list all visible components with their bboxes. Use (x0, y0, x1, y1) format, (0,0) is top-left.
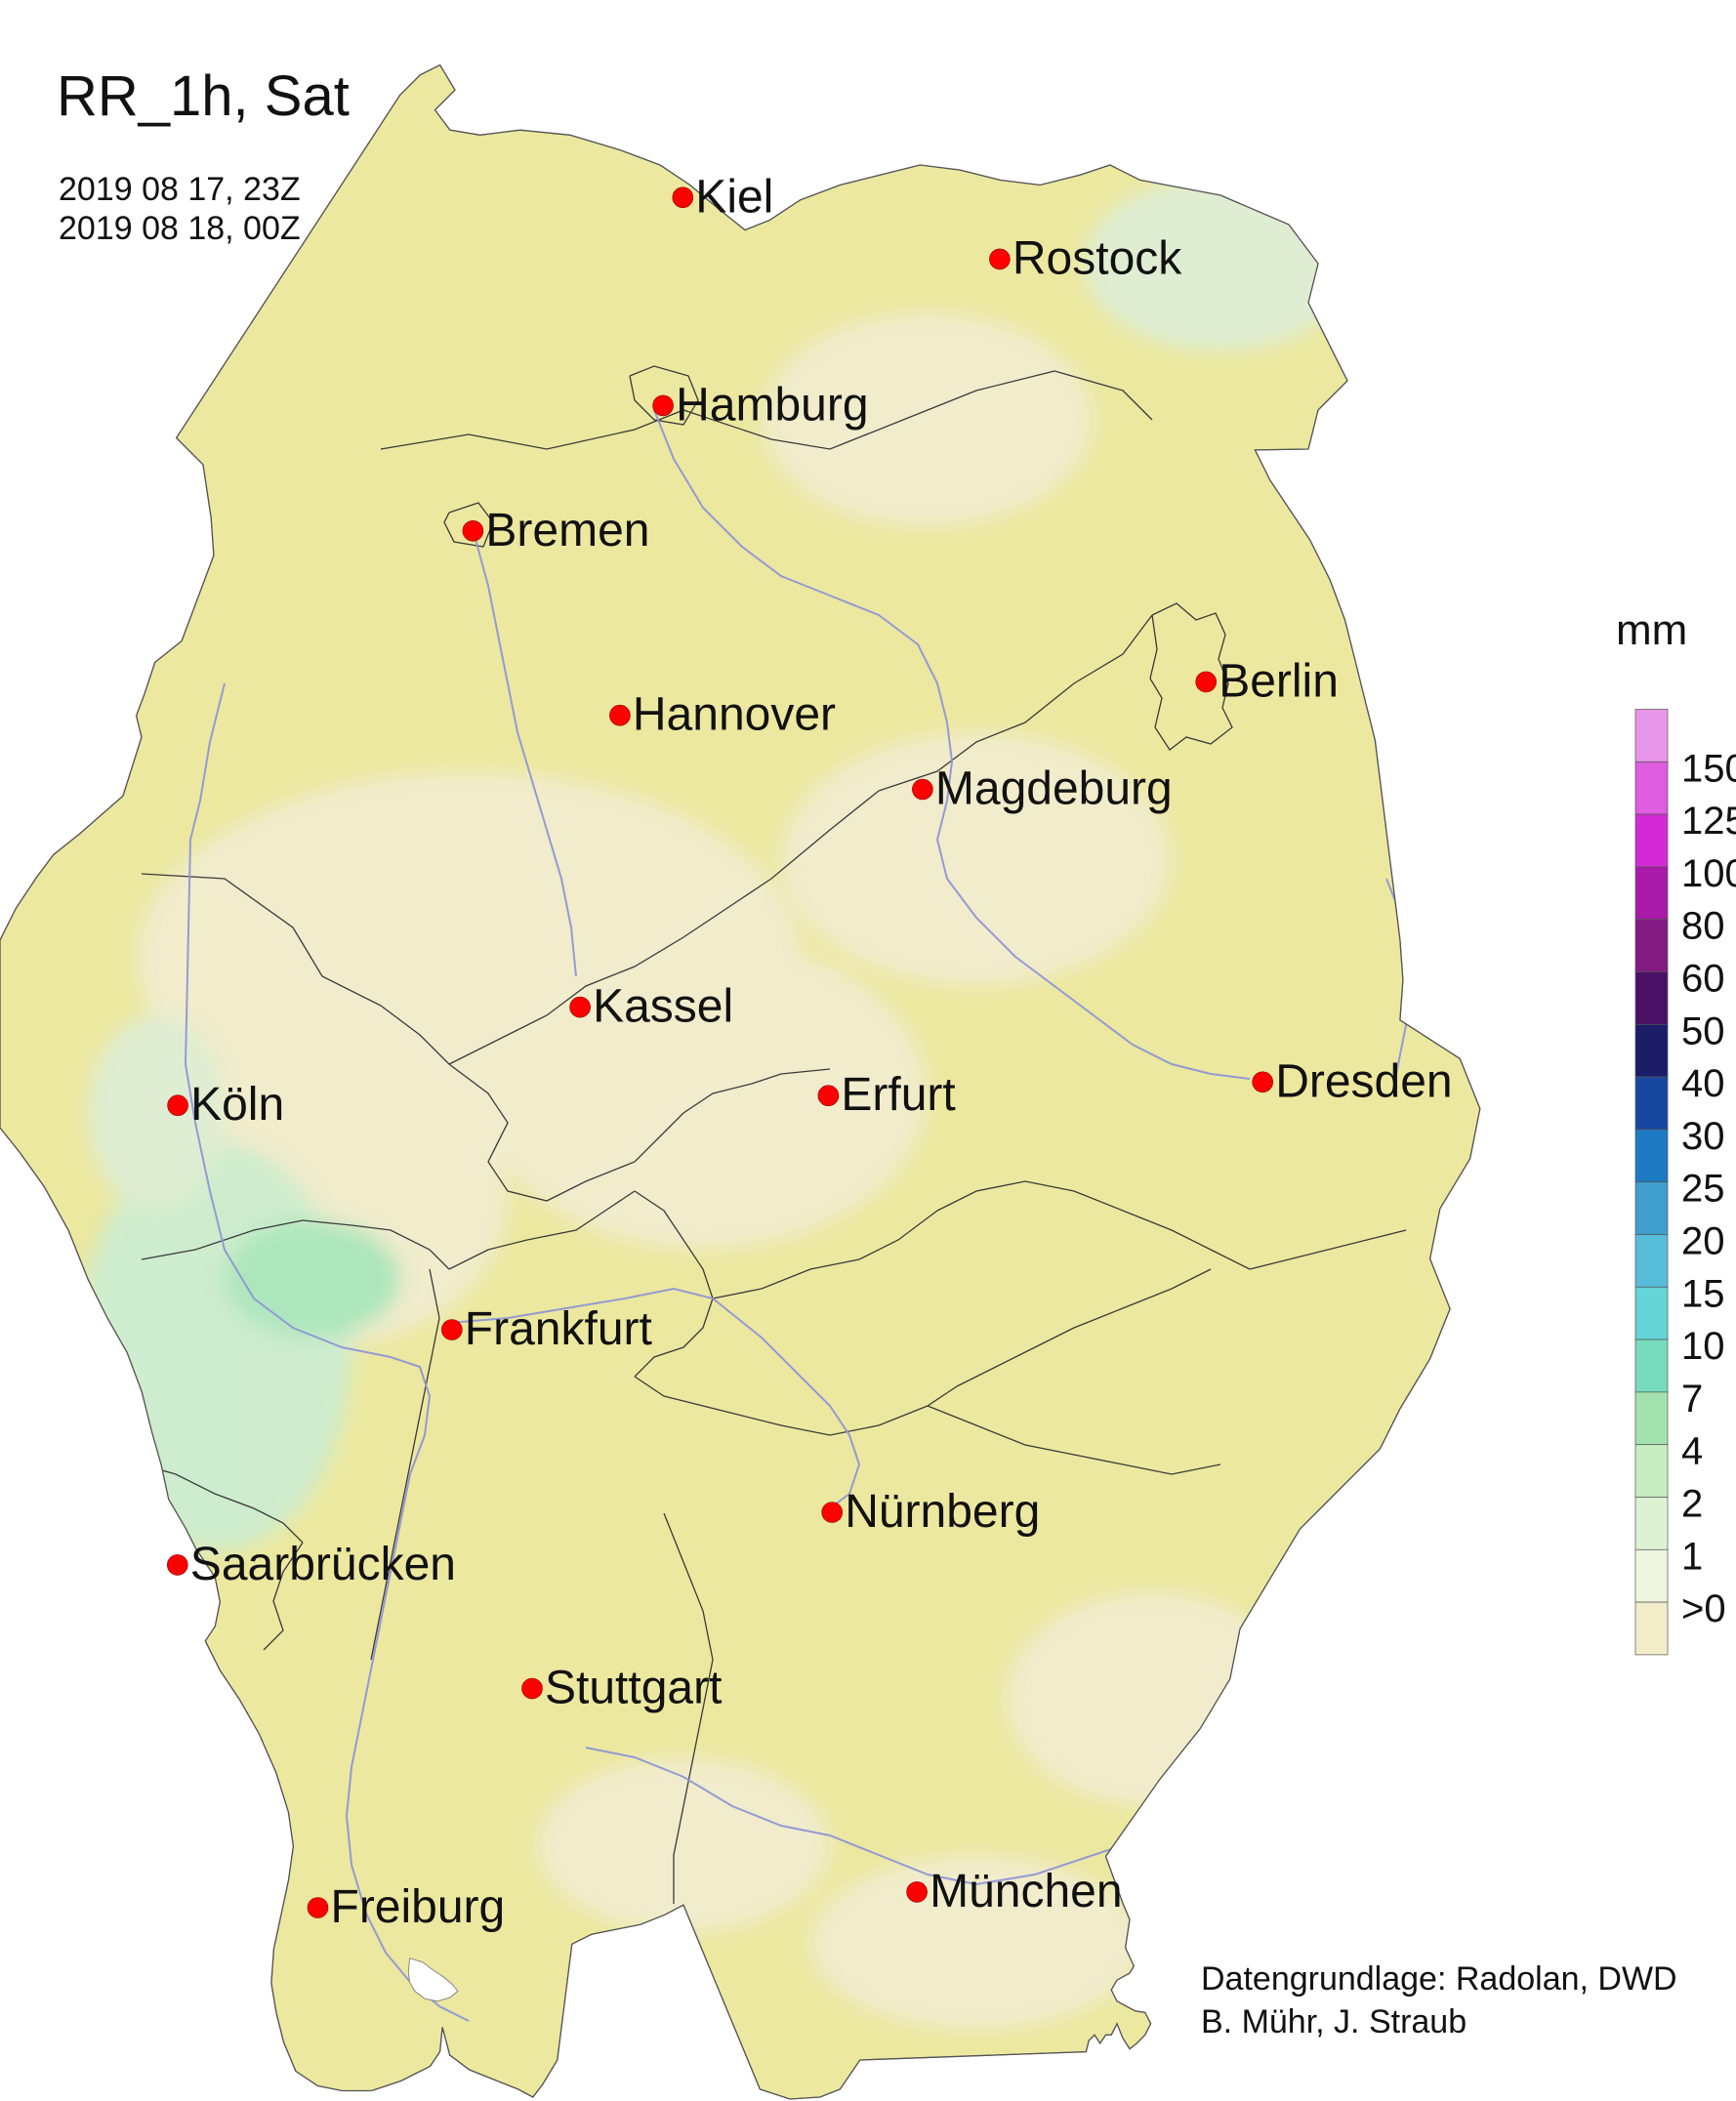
svg-text:125: 125 (1681, 800, 1736, 843)
svg-text:40: 40 (1681, 1062, 1725, 1105)
svg-text:1: 1 (1681, 1535, 1703, 1578)
svg-text:80: 80 (1681, 905, 1725, 948)
svg-text:>0: >0 (1681, 1587, 1726, 1630)
svg-text:60: 60 (1681, 958, 1725, 1001)
svg-text:20: 20 (1681, 1220, 1725, 1263)
svg-text:50: 50 (1681, 1009, 1725, 1052)
svg-text:10: 10 (1681, 1325, 1725, 1368)
svg-text:100: 100 (1681, 852, 1736, 895)
svg-text:15: 15 (1681, 1272, 1725, 1315)
svg-text:mm: mm (1616, 606, 1687, 654)
svg-text:30: 30 (1681, 1115, 1725, 1158)
svg-text:7: 7 (1681, 1378, 1703, 1421)
svg-text:2: 2 (1681, 1483, 1703, 1526)
svg-text:150: 150 (1681, 747, 1736, 790)
svg-text:4: 4 (1681, 1430, 1703, 1473)
svg-text:25: 25 (1681, 1168, 1725, 1211)
